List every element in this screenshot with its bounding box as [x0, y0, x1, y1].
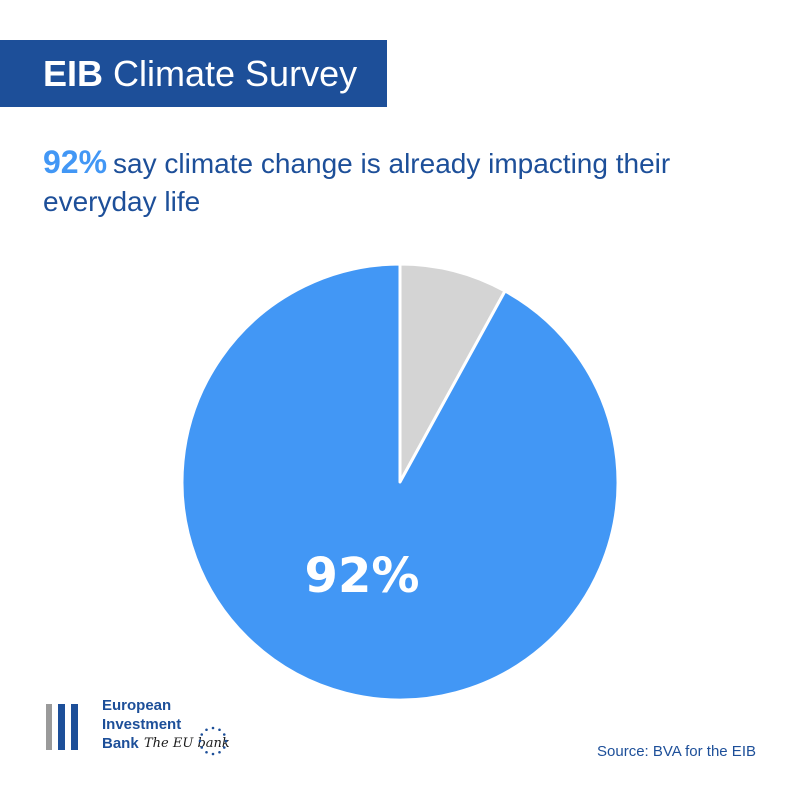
headline-text: say climate change is already impacting …: [43, 148, 671, 217]
source-note: Source: BVA for the EIB: [597, 743, 756, 760]
logo-line-bank: Bank: [102, 735, 139, 752]
eu-star: [211, 726, 215, 730]
eib-logo-bars-icon: [46, 704, 78, 750]
eu-star: [205, 750, 208, 754]
logo-line-investment: Investment: [102, 716, 182, 733]
eu-star: [222, 746, 226, 749]
eu-star: [224, 739, 228, 743]
eu-star: [222, 733, 226, 736]
headline: 92% say climate change is already impacti…: [43, 143, 743, 221]
eu-star: [198, 739, 202, 743]
eu-star: [200, 746, 204, 749]
eu-star: [218, 750, 221, 754]
eu-star: [205, 728, 208, 732]
eu-star: [218, 728, 221, 732]
title-bold: EIB: [43, 52, 104, 94]
logo-text: European Investment Bank: [102, 696, 181, 753]
eu-star: [200, 733, 204, 736]
title-text: Climate Survey: [113, 52, 358, 94]
eu-star: [211, 752, 215, 756]
logo-line-european: European: [102, 697, 172, 714]
headline-percentage: 92%: [43, 144, 108, 180]
title-banner: EIB Climate Survey: [0, 40, 387, 107]
eu-stars-icon: [198, 726, 228, 756]
logo-tagline: The EU bank: [144, 736, 230, 751]
eib-logo: European Investment Bank The EU bank: [44, 696, 244, 766]
pie-slice-label: 92%: [305, 548, 420, 604]
pie-slice-remainder: [398, 262, 507, 484]
pie-slice-92: [180, 262, 620, 702]
